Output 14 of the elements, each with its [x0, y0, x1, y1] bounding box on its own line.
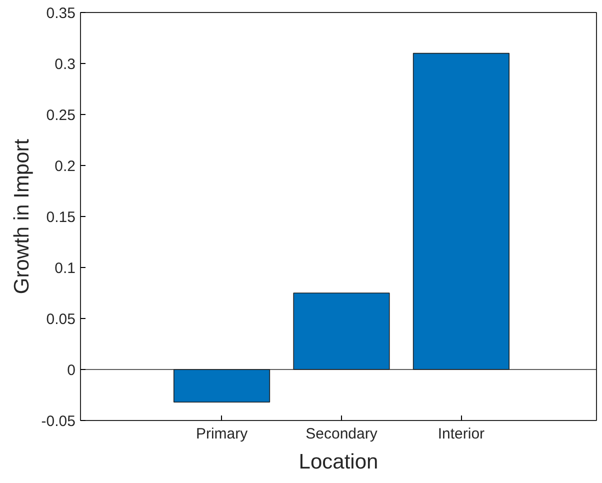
y-tick-label: 0.2 — [54, 158, 76, 175]
y-tick-label: 0.1 — [54, 260, 76, 277]
y-tick-label: 0.3 — [54, 56, 76, 73]
x-tick-label: Primary — [196, 426, 248, 442]
y-tick-label: -0.05 — [41, 413, 76, 430]
y-axis-title: Growth in Import — [10, 138, 34, 294]
x-tick-label: Interior — [438, 426, 485, 442]
y-tick-label: 0.15 — [46, 209, 76, 226]
y-tick-label: 0.25 — [46, 107, 76, 124]
x-tick-label: Secondary — [306, 426, 378, 442]
y-tick-label: 0 — [67, 362, 76, 379]
y-tick-label: 0.05 — [46, 311, 76, 328]
x-axis-title: Location — [298, 450, 378, 474]
y-tick-label: 0.35 — [46, 5, 76, 22]
